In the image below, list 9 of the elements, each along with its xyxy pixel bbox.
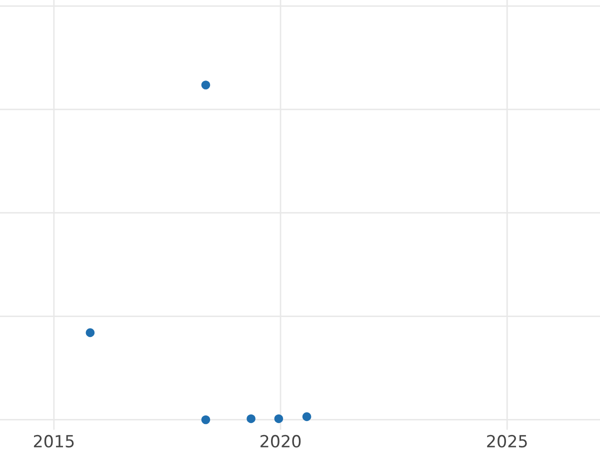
x-tick-label: 2025 bbox=[487, 434, 527, 448]
x-tick-label: 2015 bbox=[34, 434, 74, 448]
point bbox=[274, 414, 284, 424]
point bbox=[246, 414, 256, 424]
x-tick-label: 2020 bbox=[260, 434, 301, 448]
point bbox=[201, 80, 210, 90]
point bbox=[201, 415, 210, 424]
point bbox=[302, 412, 312, 422]
point bbox=[86, 328, 95, 338]
